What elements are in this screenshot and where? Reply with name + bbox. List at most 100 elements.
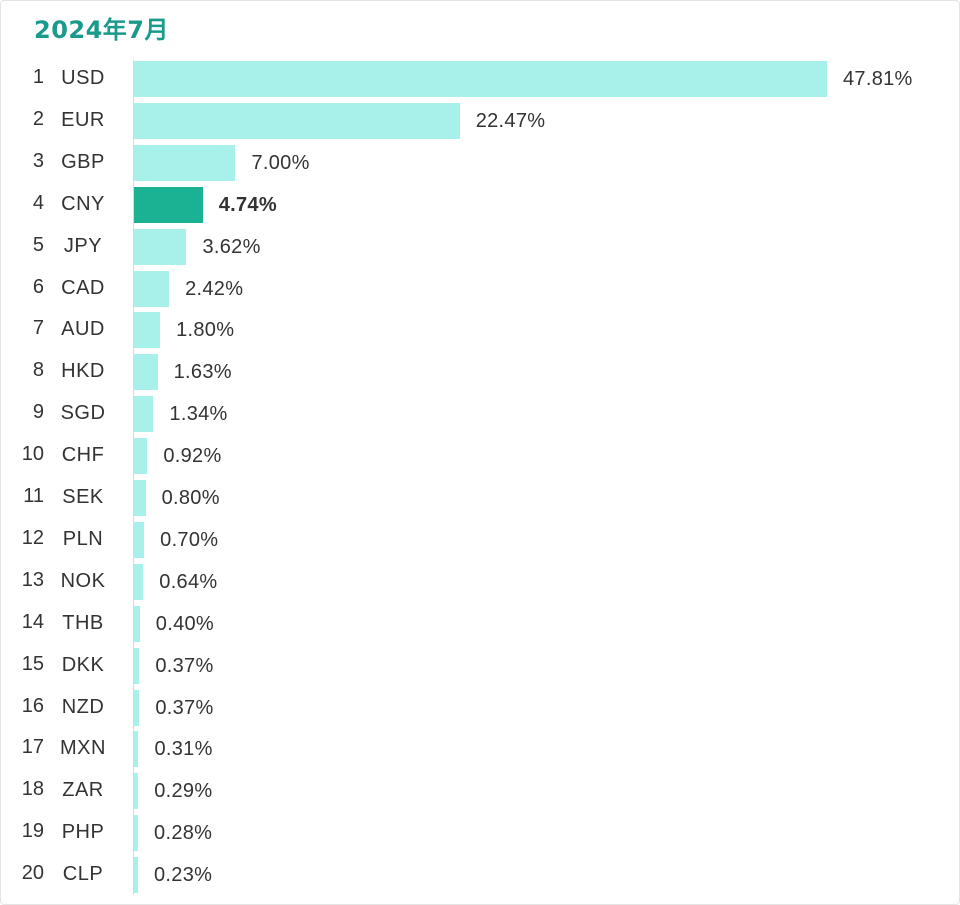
bar-row: 5 JPY 3.62%: [0, 226, 960, 268]
data-label: 2.42%: [185, 277, 244, 300]
bar: [134, 773, 139, 810]
data-label: 0.70%: [160, 528, 219, 551]
category-label: CNY: [61, 192, 105, 215]
category-label: DKK: [61, 653, 105, 676]
bar-row: 3 GBP 7.00%: [0, 142, 960, 184]
bar-row: 13 NOK 0.64%: [0, 561, 960, 603]
data-label: 0.37%: [155, 654, 214, 677]
rank-label: 17: [21, 736, 44, 759]
bar-row: 6 CAD 2.42%: [0, 268, 960, 310]
category-label: JPY: [63, 234, 103, 257]
data-label: 7.00%: [251, 151, 310, 174]
chart-title: 2024年7月: [34, 16, 169, 44]
bar: [134, 396, 154, 433]
category-label: EUR: [61, 108, 105, 131]
bar-row: 14 THB 0.40%: [0, 603, 960, 645]
rank-label: 8: [32, 359, 44, 382]
bar-row: 1 USD 47.81%: [0, 58, 960, 100]
rank-label: 16: [21, 694, 44, 717]
bar: [134, 605, 140, 642]
category-label: THB: [62, 611, 104, 634]
bar-row: 18 ZAR 0.29%: [0, 770, 960, 812]
data-label: 0.40%: [155, 612, 215, 635]
bar-row: 8 HKD 1.63%: [0, 351, 960, 393]
rank-label: 2: [32, 107, 44, 130]
bar-row: 10 CHF 0.92%: [0, 435, 960, 477]
category-label: ZAR: [62, 779, 104, 802]
data-label: 1.63%: [173, 361, 232, 384]
bar-row: 11 SEK 0.80%: [0, 477, 960, 519]
rank-label: 6: [32, 275, 44, 298]
bar-row: 20 CLP 0.23%: [0, 854, 960, 896]
data-label: 0.23%: [154, 864, 213, 887]
category-label: NZD: [61, 695, 105, 718]
category-label: HKD: [61, 360, 105, 383]
category-label: CAD: [61, 276, 105, 299]
data-label: 0.80%: [161, 487, 220, 509]
data-label: 4.74%: [218, 193, 277, 216]
category-label: AUD: [61, 318, 105, 341]
data-label: 0.92%: [163, 445, 222, 468]
bar: [134, 144, 236, 181]
rank-label: 7: [32, 317, 44, 340]
category-label: SEK: [62, 486, 104, 508]
bar-row: 7 AUD 1.80%: [0, 309, 960, 351]
data-label: 1.34%: [169, 403, 228, 426]
category-label: SGD: [60, 402, 106, 425]
data-label: 0.64%: [159, 570, 218, 593]
bar-row: 15 DKK 0.37%: [0, 645, 960, 687]
bar: [134, 312, 161, 349]
bar-row: 17 MXN 0.31%: [0, 728, 960, 770]
rank-label: 13: [21, 568, 44, 591]
bar: [134, 731, 139, 768]
bar-row: 4 CNY 4.74%: [0, 184, 960, 226]
bar: [134, 438, 148, 475]
rank-label: 5: [32, 233, 44, 256]
rank-label: 18: [21, 778, 44, 801]
bar: [134, 480, 146, 516]
rank-label: 11: [23, 485, 44, 507]
rank-label: 15: [21, 652, 44, 675]
bar: [134, 815, 139, 852]
bar-row: 16 NZD 0.37%: [0, 687, 960, 729]
data-label: 0.37%: [155, 696, 214, 719]
data-label: 3.62%: [202, 235, 261, 258]
data-label: 0.31%: [154, 738, 213, 761]
bar: [134, 61, 827, 97]
bar: [134, 647, 140, 684]
rank-label: 12: [21, 526, 44, 549]
rank-label: 9: [32, 401, 44, 424]
data-label: 0.29%: [154, 780, 213, 803]
bar-row: 2 EUR 22.47%: [0, 100, 960, 142]
bar: [134, 521, 145, 558]
bar: [134, 102, 460, 139]
bar-row: 12 PLN 0.70%: [0, 519, 960, 561]
data-label: 1.80%: [176, 319, 235, 342]
bar-row: 9 SGD 1.34%: [0, 393, 960, 435]
data-label: 22.47%: [475, 109, 546, 132]
bar: [134, 270, 170, 307]
rank-label: 10: [21, 443, 44, 466]
data-label: 47.81%: [843, 68, 913, 90]
category-label: NOK: [60, 569, 106, 592]
rank-label: 14: [21, 610, 44, 633]
bar: [134, 563, 144, 600]
bar: [134, 228, 187, 265]
bar: [134, 689, 140, 726]
category-label: CLP: [62, 863, 104, 886]
rank-label: 20: [21, 862, 44, 885]
bar-row: 19 PHP 0.28%: [0, 812, 960, 854]
category-label: GBP: [61, 150, 105, 173]
category-label: MXN: [60, 737, 106, 760]
rank-label: 1: [32, 66, 44, 88]
category-label: PHP: [61, 821, 105, 844]
category-label: PLN: [62, 527, 104, 550]
category-label: CHF: [61, 444, 105, 467]
category-axis-line: [133, 60, 134, 895]
rank-label: 19: [21, 820, 44, 843]
category-label: USD: [61, 67, 105, 89]
bar: [134, 186, 203, 223]
bar: [134, 354, 158, 391]
bar: [134, 857, 138, 894]
rank-label: 3: [32, 149, 44, 172]
